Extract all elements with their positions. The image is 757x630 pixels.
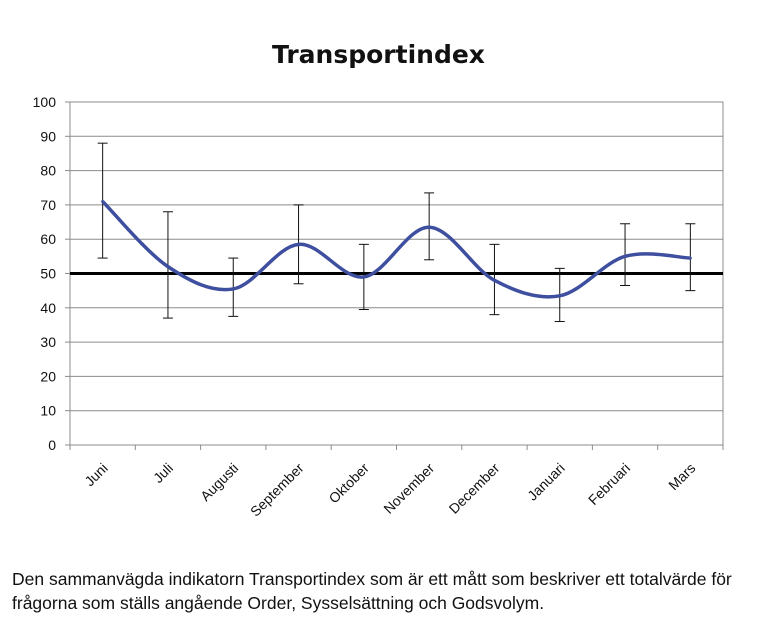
x-category-label: Februari [585,460,633,508]
data-point [427,225,431,229]
x-category-label: Mars [665,460,698,493]
data-point [558,294,562,298]
y-tick-label: 10 [40,403,56,419]
x-category-label: Juni [81,460,110,489]
x-category-label: December [446,460,503,517]
x-category-label: Juli [150,460,176,486]
y-tick-label: 0 [48,437,56,453]
y-tick-label: 70 [40,197,56,213]
chart-title: Transportindex [272,40,485,69]
data-point [297,242,301,246]
y-tick-label: 20 [40,368,56,384]
y-tick-label: 90 [40,128,56,144]
data-point [166,265,170,269]
data-point [101,199,105,203]
chart-area: 0 10 20 30 40 50 60 70 80 90 100 Juni Juli Augusti Sep… [33,94,724,520]
x-category-label: Januari [524,460,568,504]
y-tick-label: 80 [40,163,56,179]
chart-caption: Den sammanvägda indikatorn Transportinde… [12,569,732,613]
x-category-label: November [380,460,437,517]
y-tick-label: 100 [33,94,57,110]
y-tick-label: 50 [40,266,56,282]
data-point [362,275,366,279]
data-point [623,254,627,258]
y-tick-label: 40 [40,300,56,316]
series-line [101,200,691,299]
data-point [231,287,235,291]
y-tick-label: 60 [40,231,56,247]
data-point [688,256,692,260]
x-category-label: Oktober [325,460,372,507]
y-tick-label: 30 [40,334,56,350]
data-point [492,278,496,282]
x-category-label: Augusti [197,460,241,504]
x-category-label: September [247,460,307,520]
